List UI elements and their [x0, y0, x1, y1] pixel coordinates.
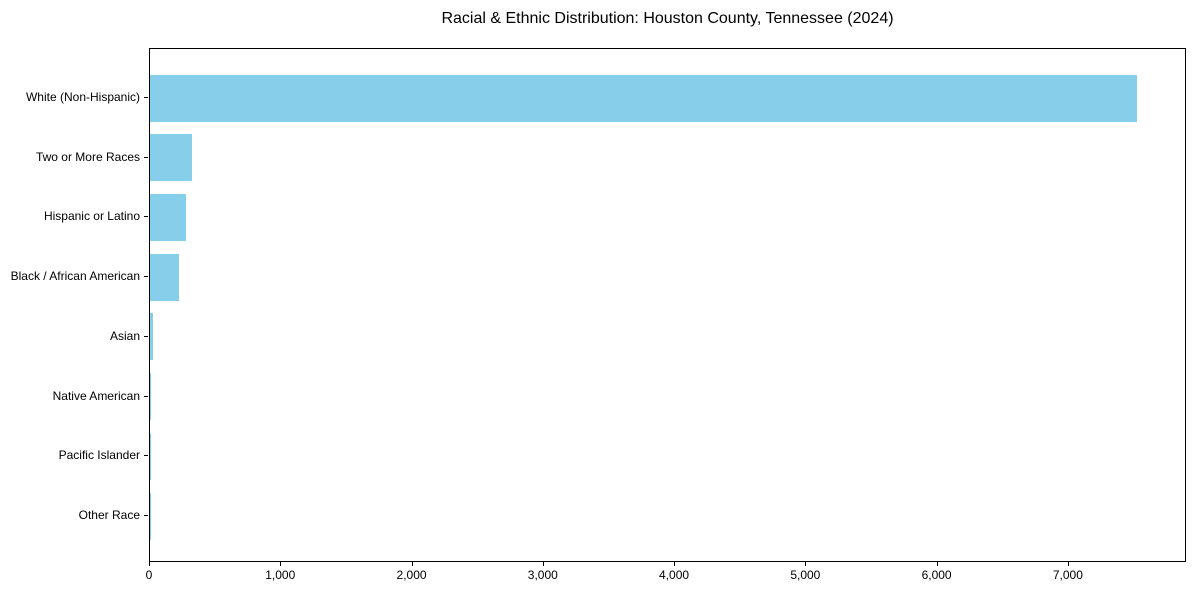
x-axis-tick — [280, 562, 282, 566]
bar-native-american — [150, 373, 152, 421]
y-axis-tick — [144, 515, 148, 516]
y-axis-tick — [144, 156, 148, 158]
y-tick-label: Pacific Islander — [58, 448, 140, 463]
bar-two-or-more-races — [150, 134, 192, 182]
x-tick-label: 0 — [145, 568, 153, 582]
x-tick-label: 6,000 — [921, 568, 952, 582]
y-tick-label: Other Race — [78, 508, 140, 522]
x-tick-label: 1,000 — [265, 568, 296, 582]
x-axis-tick — [411, 562, 413, 566]
y-tick-label: White (Non-Hispanic) — [25, 90, 140, 104]
plot-area — [149, 48, 1186, 562]
y-tick-label: Hispanic or Latino — [43, 209, 140, 224]
x-axis-tick — [805, 562, 807, 566]
x-axis-tick — [149, 562, 150, 566]
x-axis-tick — [542, 562, 544, 566]
x-tick-label: 3,000 — [527, 568, 558, 582]
x-axis-tick — [936, 562, 938, 566]
x-axis-tick — [674, 562, 676, 566]
x-axis-tick — [1067, 562, 1069, 566]
y-tick-label: Native American — [52, 388, 140, 403]
y-axis-tick — [144, 335, 148, 337]
bar-white-non-hispanic — [150, 74, 1137, 122]
y-tick-label: Two or More Races — [35, 149, 140, 164]
chart-title: Racial & Ethnic Distribution: Houston Co… — [441, 10, 894, 27]
y-tick-label: Black / African American — [10, 269, 140, 284]
y-axis-tick — [144, 97, 148, 98]
x-tick-label: 7,000 — [1052, 568, 1083, 582]
y-axis-tick — [144, 276, 148, 278]
bar-black-african-american — [150, 253, 179, 301]
y-axis-tick — [144, 395, 148, 397]
y-tick-label: Asian — [109, 328, 140, 343]
y-axis-tick — [144, 216, 148, 218]
bar-hispanic-or-latino — [150, 193, 186, 241]
y-axis-tick — [144, 455, 148, 457]
bar-asian — [150, 313, 153, 361]
x-tick-label: 4,000 — [659, 568, 690, 582]
x-tick-label: 5,000 — [790, 568, 821, 582]
x-tick-label: 2,000 — [396, 568, 427, 582]
